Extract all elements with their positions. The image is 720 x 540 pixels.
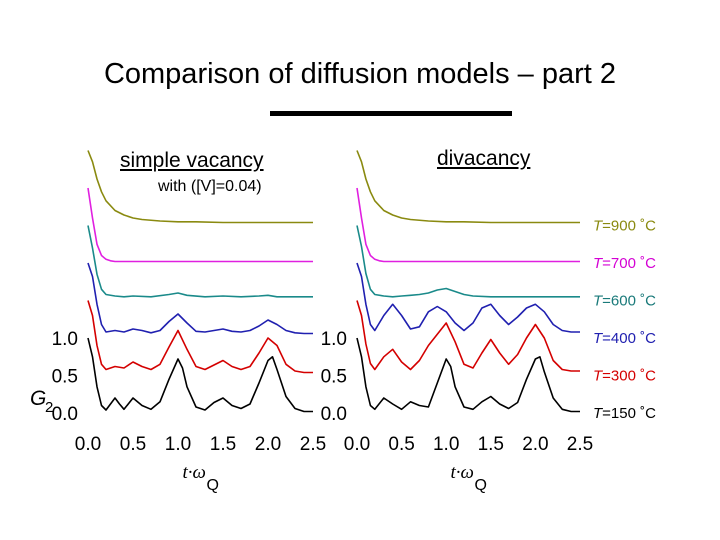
page-title: Comparison of diffusion models – part 2: [103, 58, 617, 90]
x-axis-label: t·ω: [451, 462, 474, 483]
temperature-variable: T: [593, 255, 604, 272]
temperature-value: =400 ˚C: [602, 330, 656, 347]
series-line-900: [356, 150, 580, 224]
y-tick-label: 1.0: [52, 329, 78, 350]
temperature-label-600: T=600 ˚C: [593, 293, 656, 310]
panel-divacancy: 0.0 0.5 1.0 1.5 2.0 2.5 0.0 0.5 1.0 t·ωQ: [321, 150, 593, 494]
series-line-300: [356, 300, 580, 372]
series-line-150: [356, 337, 580, 413]
x-tick-label: 2.0: [255, 434, 281, 455]
x-tick-label: 1.0: [433, 434, 459, 455]
x-tick-label: 0.0: [344, 434, 370, 455]
temperature-label-150: T=150 ˚C: [593, 405, 656, 422]
y-tick-label: 0.0: [321, 404, 347, 425]
series-line-300: [87, 300, 313, 374]
temperature-label-700: T=700 ˚C: [593, 255, 656, 272]
series-line-600: [87, 225, 313, 298]
temperature-label-300: T=300 ˚C: [593, 368, 656, 385]
x-tick-label: 2.5: [567, 434, 593, 455]
x-axis-label: t·ω: [183, 462, 206, 483]
y-axis-label: G: [30, 387, 46, 410]
temperature-value: =700 ˚C: [602, 255, 656, 272]
y-tick-label: 0.5: [52, 367, 78, 388]
temperature-value: =150 ˚C: [602, 405, 656, 422]
series-line-400: [356, 262, 580, 333]
x-tick-label: 1.5: [478, 434, 504, 455]
x-tick-label: 0.0: [75, 434, 101, 455]
temperature-label-400: T=400 ˚C: [593, 330, 656, 347]
x-axis-label-subscript: Q: [475, 477, 487, 494]
y-axis-label-subscript: 2: [45, 399, 53, 416]
title-underline-rule: [270, 111, 512, 116]
x-tick-label: 1.5: [210, 434, 236, 455]
panel-label-simple-vacancy: simple vacancy: [120, 149, 264, 172]
series-line-400: [87, 262, 313, 335]
temperature-value: =900 ˚C: [602, 218, 656, 235]
panel-label-divacancy: divacancy: [437, 147, 531, 170]
panel-sublabel-vacancy-concentration: with ([V]=0.04): [158, 178, 262, 195]
series-line-900: [87, 150, 313, 224]
series-line-700: [87, 187, 313, 263]
x-tick-label: 1.0: [165, 434, 191, 455]
y-tick-label: 0.0: [52, 404, 78, 425]
temperature-value: =600 ˚C: [602, 293, 656, 310]
series-line-600: [356, 225, 580, 298]
temperature-variable: T: [593, 293, 604, 310]
y-tick-label: 1.0: [321, 329, 347, 350]
temperature-variable: T: [593, 368, 604, 385]
x-tick-label: 2.5: [300, 434, 326, 455]
temperature-value: =300 ˚C: [602, 368, 656, 385]
panel-simple-vacancy: 0.0 0.5 1.0 1.5 2.0 2.5 0.0 0.5 1.0 t·ωQ G2: [30, 150, 326, 494]
x-axis-label-subscript: Q: [207, 477, 219, 494]
y-tick-label: 0.5: [321, 367, 347, 388]
series-line-150: [87, 337, 313, 413]
x-tick-label: 2.0: [522, 434, 548, 455]
temperature-label-900: T=900 ˚C: [593, 218, 656, 235]
x-tick-label: 0.5: [120, 434, 146, 455]
temperature-variable: T: [593, 218, 604, 235]
x-tick-label: 0.5: [388, 434, 414, 455]
temperature-variable: T: [593, 405, 604, 422]
series-line-700: [356, 187, 580, 263]
temperature-variable: T: [593, 330, 604, 347]
